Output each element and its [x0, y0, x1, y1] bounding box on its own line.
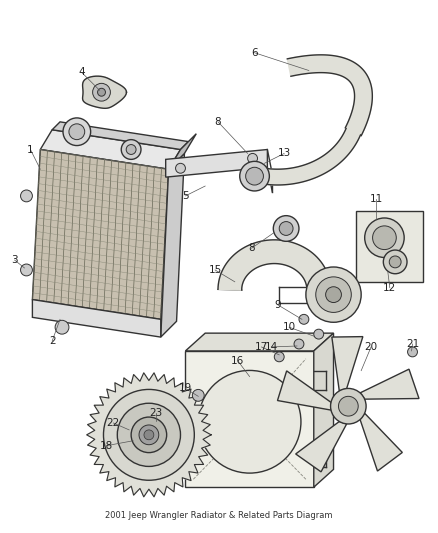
Text: 15: 15	[208, 265, 222, 275]
Circle shape	[273, 216, 299, 241]
Circle shape	[131, 417, 167, 453]
Circle shape	[279, 222, 293, 236]
Polygon shape	[32, 300, 161, 337]
Text: 23: 23	[149, 408, 162, 418]
Text: 20: 20	[364, 342, 378, 352]
Polygon shape	[287, 55, 372, 135]
Circle shape	[192, 390, 204, 401]
Text: 4: 4	[78, 68, 85, 77]
Text: 2001 Jeep Wrangler Radiator & Related Parts Diagram: 2001 Jeep Wrangler Radiator & Related Pa…	[105, 511, 333, 520]
Circle shape	[121, 140, 141, 159]
Polygon shape	[87, 373, 211, 497]
Circle shape	[98, 88, 106, 96]
Circle shape	[306, 267, 361, 322]
Circle shape	[331, 389, 366, 424]
Circle shape	[55, 320, 69, 334]
Polygon shape	[356, 211, 424, 282]
Circle shape	[21, 190, 32, 202]
Polygon shape	[278, 371, 331, 410]
Circle shape	[325, 287, 342, 303]
Text: 10: 10	[283, 322, 296, 332]
Text: 8: 8	[215, 117, 221, 127]
Text: 21: 21	[406, 339, 419, 349]
Text: 13: 13	[278, 149, 291, 158]
Circle shape	[92, 83, 110, 101]
Text: 17: 17	[255, 342, 268, 352]
Polygon shape	[169, 134, 196, 169]
Text: 19: 19	[179, 383, 192, 393]
Circle shape	[198, 370, 301, 473]
Circle shape	[63, 118, 91, 146]
Circle shape	[126, 144, 136, 155]
Polygon shape	[185, 333, 333, 351]
Circle shape	[144, 430, 154, 440]
Circle shape	[69, 124, 85, 140]
Circle shape	[316, 277, 351, 312]
Circle shape	[365, 218, 404, 257]
Circle shape	[21, 264, 32, 276]
Polygon shape	[83, 76, 127, 108]
Circle shape	[314, 329, 324, 339]
Text: 6: 6	[251, 48, 258, 58]
Circle shape	[373, 226, 396, 249]
Polygon shape	[360, 369, 419, 399]
Polygon shape	[332, 337, 363, 391]
Text: 16: 16	[231, 356, 244, 366]
Text: 18: 18	[100, 441, 113, 451]
Circle shape	[139, 425, 159, 445]
Circle shape	[274, 352, 284, 362]
Polygon shape	[360, 413, 403, 471]
Text: 11: 11	[369, 194, 383, 204]
Text: 3: 3	[11, 255, 18, 265]
Polygon shape	[32, 149, 169, 319]
Text: 22: 22	[107, 418, 120, 428]
Polygon shape	[40, 130, 180, 169]
Text: 5: 5	[182, 191, 189, 201]
Circle shape	[294, 339, 304, 349]
Circle shape	[389, 256, 401, 268]
Text: 2: 2	[49, 336, 56, 346]
Polygon shape	[218, 240, 331, 290]
Circle shape	[383, 250, 407, 274]
Circle shape	[176, 163, 185, 173]
Text: 8: 8	[248, 243, 255, 253]
Circle shape	[117, 403, 180, 466]
Polygon shape	[161, 154, 184, 337]
Text: 1: 1	[27, 144, 34, 155]
Text: 9: 9	[274, 300, 281, 310]
Circle shape	[299, 314, 309, 324]
Circle shape	[408, 347, 417, 357]
Text: 12: 12	[383, 282, 396, 293]
Circle shape	[240, 161, 269, 191]
Polygon shape	[166, 149, 267, 177]
Polygon shape	[185, 351, 314, 487]
Polygon shape	[263, 128, 360, 185]
Circle shape	[103, 390, 194, 480]
Polygon shape	[314, 333, 333, 487]
Circle shape	[246, 167, 263, 185]
Text: 14: 14	[265, 342, 278, 352]
Polygon shape	[296, 422, 346, 472]
Polygon shape	[52, 122, 188, 149]
Circle shape	[247, 154, 258, 163]
Circle shape	[339, 397, 358, 416]
